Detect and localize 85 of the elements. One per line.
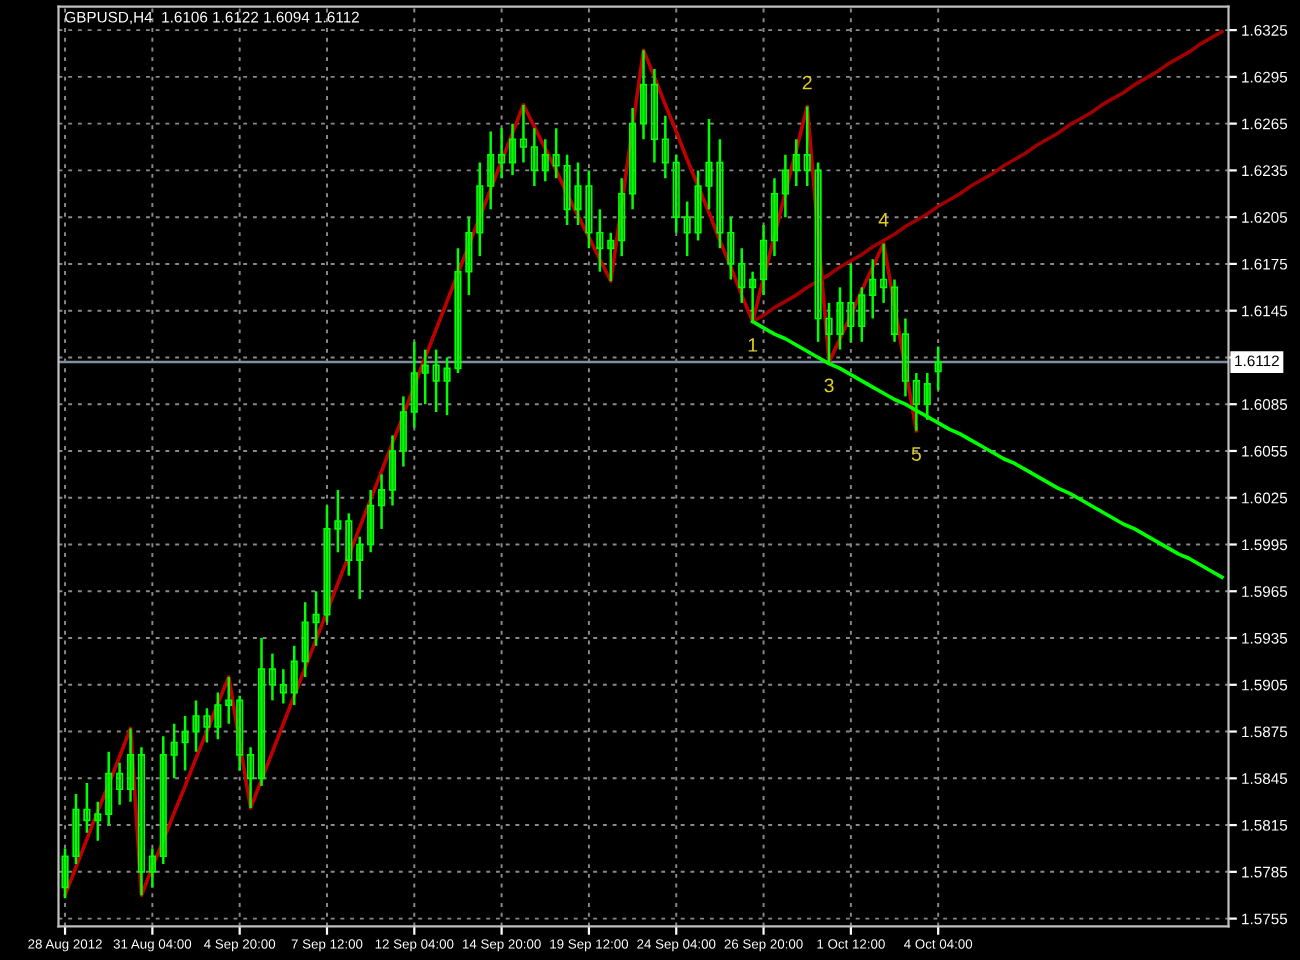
candlestick (487, 130, 495, 211)
candlestick (192, 699, 200, 754)
candlestick (377, 473, 386, 531)
candlestick (803, 105, 811, 188)
candlestick (792, 137, 800, 188)
candlestick (541, 137, 549, 183)
candlestick (694, 169, 702, 242)
candlestick (225, 675, 233, 726)
annotation: 2 (802, 75, 812, 90)
line-series (750, 29, 1224, 324)
candlestick (508, 122, 517, 177)
candlestick (661, 114, 669, 180)
candlestick (170, 722, 178, 780)
candlestick (934, 345, 942, 392)
candlestick (94, 800, 102, 842)
candlestick (519, 103, 528, 164)
candlestick (530, 127, 538, 188)
candlestick (137, 745, 146, 897)
candlestick (585, 169, 593, 250)
candlestick (116, 761, 124, 807)
candlestick (639, 49, 648, 141)
candlestick (858, 286, 866, 344)
candlestick (476, 161, 484, 258)
candlestick (781, 153, 789, 219)
candlestick (618, 176, 626, 258)
candlestick (465, 215, 473, 297)
candlestick (356, 535, 364, 601)
candlestick (126, 727, 135, 803)
candlestick (203, 706, 211, 744)
candlestick (268, 652, 276, 702)
candlestick (323, 504, 331, 624)
candlestick (214, 691, 222, 741)
candlestick (105, 750, 113, 827)
candlestick (770, 176, 779, 258)
candlestick (236, 694, 244, 772)
candlestick (607, 231, 615, 283)
candlestick (759, 223, 768, 297)
candlestick (923, 371, 931, 422)
candlestick (388, 434, 397, 507)
candlestick (683, 200, 691, 258)
candlestick (912, 371, 920, 432)
candlestick (880, 242, 888, 305)
candlestick (334, 488, 342, 554)
candlestick (279, 667, 287, 705)
candlestick (890, 278, 899, 344)
candlestick (629, 106, 637, 211)
candlestick (869, 257, 877, 320)
candlestick (421, 348, 429, 406)
candlestick (181, 714, 189, 772)
annotation: 3 (824, 378, 834, 393)
annotation: 1 (748, 338, 758, 352)
candlestick (247, 745, 255, 810)
candlestick (705, 117, 713, 211)
candlestick (432, 348, 440, 414)
candlestick (399, 395, 407, 468)
candlestick (901, 317, 910, 398)
candlestick (454, 247, 462, 375)
candlestick (83, 781, 91, 835)
candlestick (596, 208, 604, 273)
candlestick (367, 488, 375, 554)
candlestick (61, 847, 69, 900)
candlestick (574, 161, 582, 227)
candlestick (312, 590, 320, 648)
candlestick (345, 512, 353, 577)
candlestick (72, 792, 80, 866)
candlestick (410, 340, 418, 429)
candlestick (552, 127, 560, 180)
candlestick (498, 127, 506, 180)
candlestick (148, 847, 156, 889)
candlestick (290, 644, 298, 707)
candlestick (672, 153, 680, 234)
line-series (63, 48, 919, 898)
candlestick (716, 137, 724, 250)
candlestick (443, 356, 451, 417)
candlestick (836, 286, 844, 351)
candlestick (301, 600, 309, 679)
annotation: 5 (911, 447, 921, 461)
candlestick (563, 153, 571, 227)
candlestick (727, 215, 735, 281)
candlestick (738, 247, 746, 305)
candlestick (650, 67, 658, 164)
candlestick (847, 262, 855, 344)
annotation: 4 (878, 213, 889, 227)
candlestick (159, 734, 167, 866)
candlestick (257, 636, 266, 788)
